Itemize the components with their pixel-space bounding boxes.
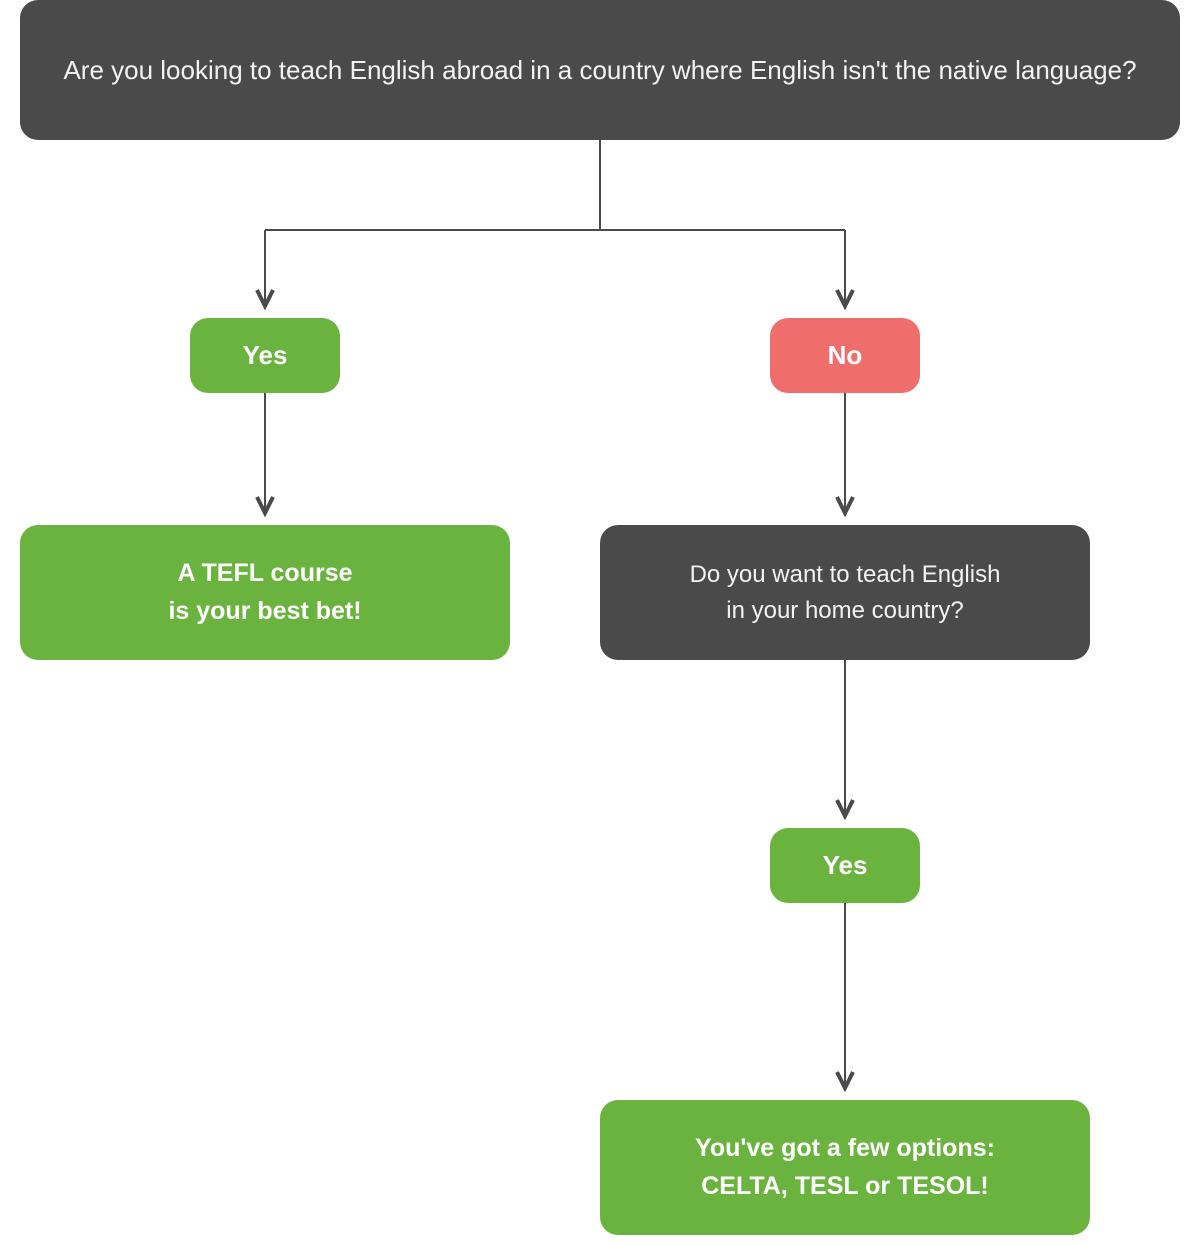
result-tefl: A TEFL course is your best bet! (20, 525, 510, 660)
result-options-text: You've got a few options: CELTA, TESL or… (695, 1130, 995, 1205)
answer-no-1: No (770, 318, 920, 393)
result-options: You've got a few options: CELTA, TESL or… (600, 1100, 1090, 1235)
answer-yes-1-text: Yes (243, 336, 288, 375)
flowchart-canvas: Are you looking to teach English abroad … (0, 0, 1200, 1246)
question-abroad-text: Are you looking to teach English abroad … (63, 51, 1136, 90)
question-abroad: Are you looking to teach English abroad … (20, 0, 1180, 140)
question-home-country: Do you want to teach English in your hom… (600, 525, 1090, 660)
result-tefl-text: A TEFL course is your best bet! (168, 555, 361, 630)
question-home-country-text: Do you want to teach English in your hom… (690, 557, 1001, 629)
answer-yes-1: Yes (190, 318, 340, 393)
answer-yes-2-text: Yes (823, 846, 868, 885)
answer-no-1-text: No (828, 336, 863, 375)
answer-yes-2: Yes (770, 828, 920, 903)
